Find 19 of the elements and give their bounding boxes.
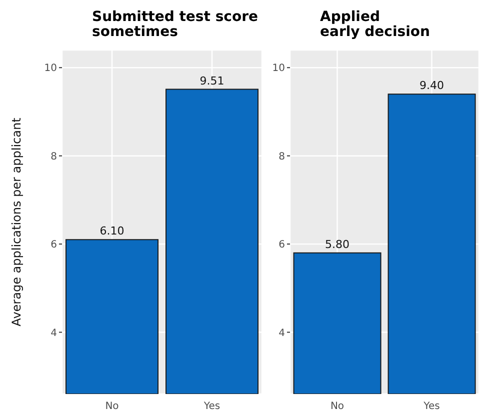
data-label: 9.51 bbox=[200, 74, 224, 88]
y-tick-label: 4 bbox=[50, 328, 57, 339]
y-tick-label: 4 bbox=[278, 328, 285, 339]
y-tick-label: 6 bbox=[50, 240, 57, 251]
x-tick-label: No bbox=[330, 401, 344, 412]
data-label: 9.40 bbox=[420, 79, 444, 92]
x-tick-label: Yes bbox=[202, 401, 220, 412]
y-tick-label: 10 bbox=[44, 63, 57, 74]
y-tick-label: 8 bbox=[50, 151, 57, 162]
y-tick-label: 6 bbox=[278, 240, 285, 251]
x-tick-label: No bbox=[105, 401, 119, 412]
chart-title: Applied early decision bbox=[320, 9, 430, 40]
data-label: 6.10 bbox=[100, 224, 124, 238]
x-tick-label: Yes bbox=[422, 401, 440, 412]
data-label: 5.80 bbox=[325, 238, 350, 251]
y-tick-label: 8 bbox=[278, 151, 285, 162]
y-tick-label: 10 bbox=[272, 63, 285, 74]
chart-title: Submitted test score sometimes bbox=[92, 9, 258, 40]
y-axis-title: Average applications per applicant bbox=[9, 117, 24, 326]
